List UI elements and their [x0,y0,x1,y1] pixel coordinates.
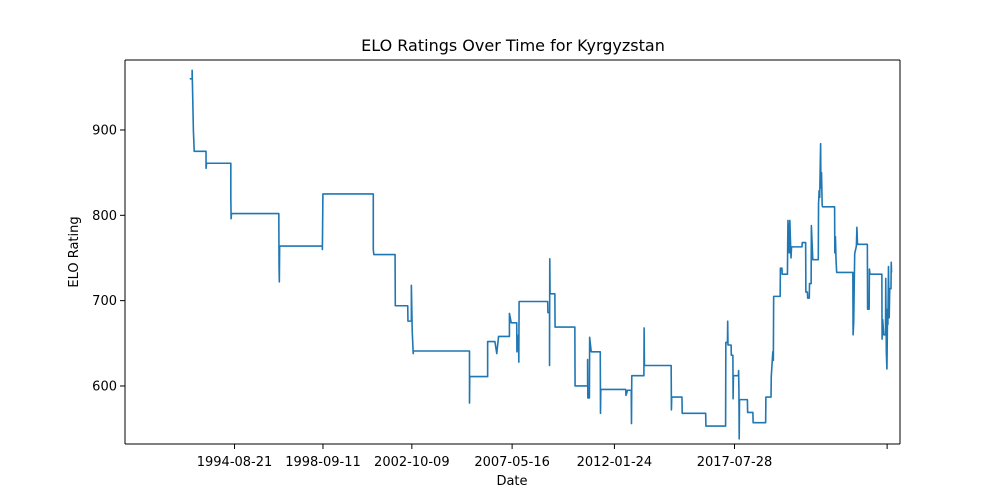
series-line [189,69,893,440]
y-tick-label: 600 [92,379,117,394]
y-tick-label: 800 [92,209,117,224]
x-tick-label: 2012-01-24 [577,455,653,470]
chart-title: ELO Ratings Over Time for Kyrgyzstan [361,36,665,55]
x-tick-label: 1994-08-21 [197,455,273,470]
y-axis: 600 700 800 900 [92,123,125,394]
x-tick-label: 2002-10-09 [374,455,450,470]
y-axis-label: ELO Rating [67,216,82,287]
x-axis-label: Date [496,474,527,489]
x-tick-label: 2007-05-16 [474,455,550,470]
y-tick-label: 900 [92,123,117,138]
y-tick-label: 700 [92,294,117,309]
x-tick-label: 1998-09-11 [285,455,361,470]
plot-area [125,60,900,444]
x-axis: 1994-08-21 1998-09-11 2002-10-09 2007-05-16… [197,444,888,470]
x-tick-label: 2017-07-28 [697,455,773,470]
